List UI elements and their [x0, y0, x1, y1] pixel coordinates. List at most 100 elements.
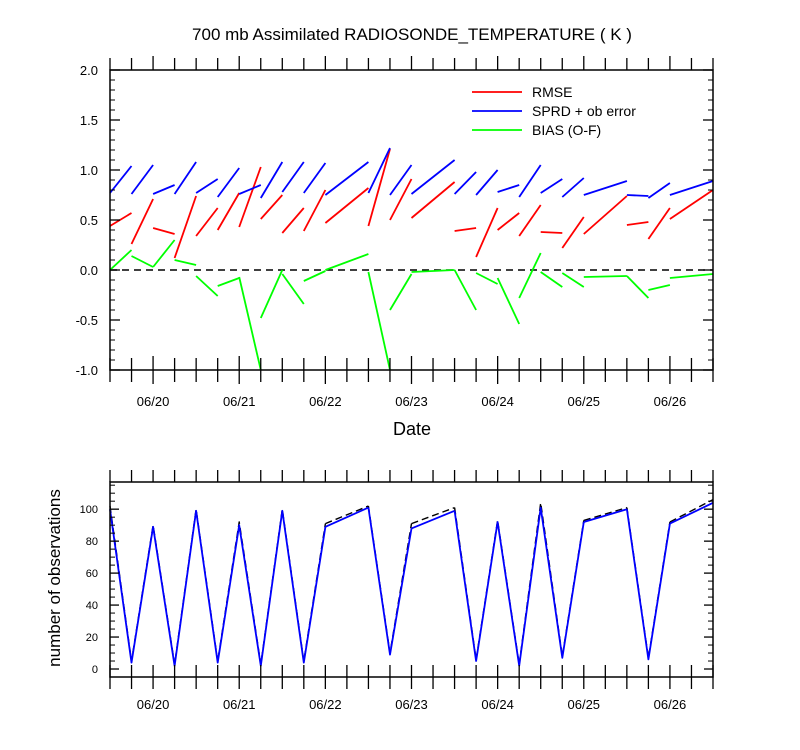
series-bias-o-f-segment-16	[496, 277, 521, 325]
series-bias-o-f-segment-19	[561, 272, 585, 288]
legend: RMSE SPRD + ob error BIAS (O-F)	[472, 84, 636, 138]
series-rmse-segment-12	[389, 178, 413, 221]
series-bias-o-f-segment-2	[152, 239, 176, 268]
bottom-y-axis-label: number of observations	[45, 489, 64, 667]
series-sprd-ob-error-segment-5	[216, 167, 240, 198]
top-y-tick-label: 2.0	[80, 63, 98, 78]
series-sprd-ob-error-segment-11	[367, 147, 391, 194]
obs-series-total-segment-1	[325, 505, 369, 525]
obs-series-total-segment-2	[367, 505, 413, 654]
top-y-tick-label: 0.5	[80, 213, 98, 228]
series-bias-o-f-segment-18	[540, 271, 563, 288]
series-rmse-segment-2	[152, 227, 175, 235]
bottom-y-tick-label: 60	[86, 568, 98, 580]
top-x-tick-label: 06/21	[223, 394, 256, 409]
series-bias-o-f-segment-11	[367, 271, 391, 371]
series-sprd-ob-error-segment-16	[497, 184, 520, 193]
obs-series-total-segment-5	[583, 506, 628, 522]
obs-series-assimilated-segment-2	[367, 507, 413, 656]
series-rmse-segment-8	[281, 207, 305, 234]
series-rmse-segment-21	[626, 221, 649, 226]
bottom-y-tick-label: 100	[80, 504, 98, 516]
series-bias-o-f-segment-0	[109, 249, 133, 271]
obs-series-assimilated-segment-6	[626, 509, 671, 661]
series-rmse-segment-5	[216, 192, 240, 231]
series-sprd-ob-error-segment-7	[260, 161, 284, 199]
series-sprd-ob-error-segment-20	[583, 180, 628, 196]
obs-series-total-segment-3	[411, 506, 455, 525]
series-sprd-ob-error-segment-1	[130, 164, 154, 195]
series-bias-o-f-segment-15	[475, 272, 499, 285]
legend-label-bias: BIAS (O-F)	[532, 122, 601, 138]
bottom-y-tick-label: 40	[86, 600, 98, 612]
series-sprd-ob-error-segment-6	[238, 184, 262, 195]
bottom-x-tick-label: 06/24	[481, 697, 514, 712]
series-sprd-ob-error-segment-3	[173, 161, 197, 195]
series-sprd-ob-error-segment-23	[669, 180, 714, 196]
top-x-tick-label: 06/22	[309, 394, 342, 409]
series-sprd-ob-error-segment-18	[540, 178, 563, 194]
series-rmse-segment-15	[475, 207, 499, 258]
series-bias-o-f-segment-5	[217, 277, 240, 287]
series-rmse-segment-0	[109, 212, 132, 227]
series-sprd-ob-error-segment-12	[389, 164, 413, 196]
series-sprd-ob-error-segment-4	[195, 178, 219, 194]
obs-series-total-segment-6	[626, 507, 671, 659]
legend-label-rmse: RMSE	[532, 84, 572, 100]
series-sprd-ob-error-segment-10	[324, 161, 369, 196]
series-bias-o-f-segment-8	[281, 273, 305, 305]
top-x-tick-label: 06/23	[395, 394, 428, 409]
series-rmse-segment-11	[367, 148, 391, 227]
series-rmse-segment-9	[303, 189, 327, 232]
series-rmse-segment-16	[497, 212, 520, 231]
bottom-x-tick-label: 06/21	[223, 697, 256, 712]
top-y-tick-label: -0.5	[76, 313, 98, 328]
series-bias-o-f-segment-1	[131, 255, 154, 268]
obs-series-assimilated-segment-4	[453, 506, 585, 667]
series-sprd-ob-error-segment-14	[453, 171, 477, 195]
series-bias-o-f-segment-13	[411, 269, 455, 273]
series-sprd-ob-error-segment-19	[561, 177, 585, 198]
obs-series-assimilated-segment-0	[109, 509, 327, 667]
series-bias-o-f-segment-23	[669, 273, 714, 279]
top-x-axis-label: Date	[393, 419, 431, 439]
series-sprd-ob-error-segment-21	[626, 194, 649, 197]
bottom-x-tick-label: 06/20	[137, 697, 170, 712]
bottom-panel: 0 20 40 60 80 100 06/20 06/21 06/22 06/23 06/24 06/…	[45, 470, 714, 712]
top-x-tick-label: 06/25	[568, 394, 601, 409]
series-rmse-segment-18	[540, 231, 563, 234]
top-x-tick-label: 06/20	[137, 394, 170, 409]
obs-series-total-segment-7	[669, 498, 714, 523]
obs-series-assimilated-segment-3	[411, 509, 455, 530]
series-bias-o-f-segment-3	[174, 259, 197, 266]
series-rmse-segment-19	[561, 216, 585, 249]
series-bias-o-f-segment-12	[389, 273, 413, 311]
series-sprd-ob-error-segment-2	[152, 184, 175, 195]
series-bias-o-f-segment-9	[303, 270, 326, 282]
series-sprd-ob-error-segment-15	[475, 169, 499, 196]
obs-series-assimilated-segment-5	[583, 508, 628, 523]
series-bias-o-f-segment-20	[583, 275, 627, 278]
top-x-tick-label: 06/24	[481, 394, 514, 409]
series-bias-o-f-segment-17	[518, 252, 542, 299]
top-y-tick-label: 1.0	[80, 163, 98, 178]
series-rmse-segment-1	[130, 198, 154, 245]
series-rmse-segment-3	[173, 195, 197, 259]
series-rmse-segment-22	[647, 207, 671, 240]
bottom-x-tick-label: 06/23	[395, 697, 428, 712]
series-sprd-ob-error-segment-22	[647, 182, 671, 199]
top-y-tick-label: 1.5	[80, 113, 98, 128]
bottom-y-tick-label: 80	[86, 536, 98, 548]
series-bias-o-f-segment-14	[453, 269, 477, 311]
legend-label-sprd: SPRD + ob error	[532, 103, 636, 119]
top-y-tick-label: 0.0	[80, 263, 98, 278]
series-rmse-segment-23	[669, 189, 714, 220]
series-rmse-segment-10	[324, 187, 369, 224]
obs-series-assimilated-segment-1	[325, 506, 369, 528]
series-sprd-ob-error-segment-8	[281, 161, 305, 193]
series-rmse-segment-7	[260, 194, 283, 220]
bottom-y-tick-label: 20	[86, 632, 98, 644]
top-x-tick-label: 06/26	[654, 394, 687, 409]
series-rmse-segment-20	[583, 195, 628, 235]
